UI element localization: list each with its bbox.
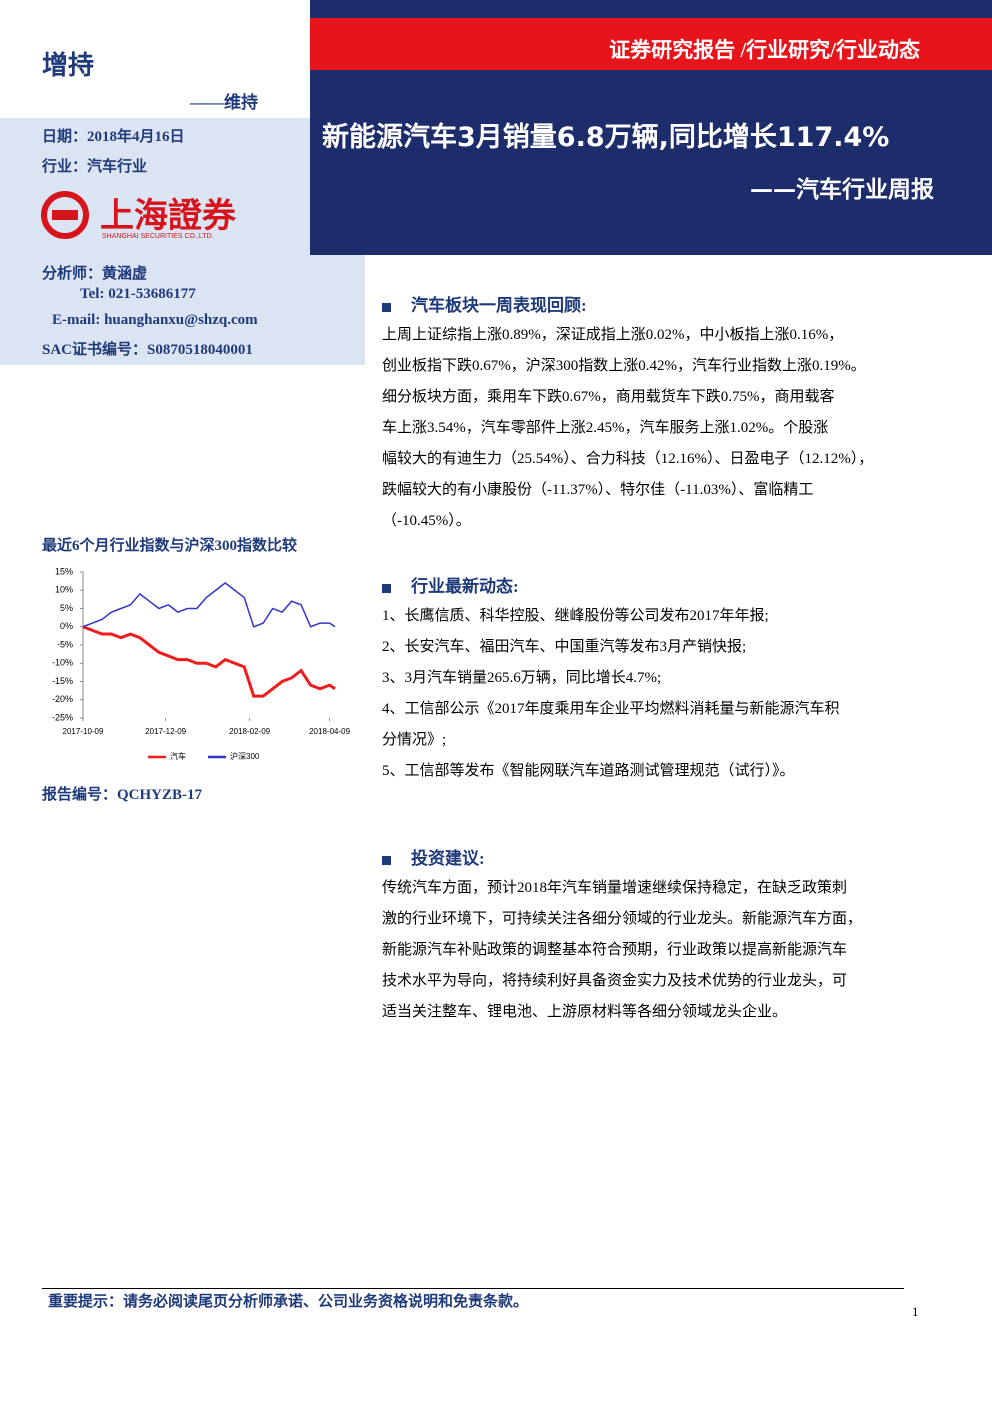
y-tick-label: 10% — [55, 585, 73, 595]
x-tick-label: 2018-04-09 — [309, 727, 350, 736]
x-tick-label: 2017-10-09 — [63, 727, 104, 736]
red-band — [310, 18, 992, 70]
logo-en: SHANGHAI SECURITIES CO.,LTD. — [102, 233, 214, 240]
text-line: 车上涨3.54%，汽车零部件上涨2.45%，汽车服务上涨1.02%。个股涨 — [382, 420, 829, 436]
section: 行业最新动态: 1、长鹰信质、科华控股、继峰股份等公司发布2017年年报; 2、长安… — [382, 572, 840, 787]
analyst-tel: Tel: 021-53686177 — [80, 286, 196, 302]
x-tick-label: 2018-02-09 — [229, 727, 270, 736]
chart: 15% 10% 5% 0% -5% -10% -15% -20% -25% 2017-10-09 2… — [52, 566, 351, 761]
text-line: 3、3月汽车销量265.6万辆，同比增长4.7%; — [382, 670, 662, 686]
text-line: 传统汽车方面，预计2018年汽车销量增速继续保持稳定，在缺乏政策刺 — [382, 880, 848, 896]
series-line — [82, 625, 336, 698]
text-line: 适当关注整车、锂电池、上游原材料等各细分领域龙头企业。 — [382, 1004, 788, 1020]
y-tick-label: 15% — [55, 566, 73, 576]
y-tick-label: -15% — [52, 676, 73, 686]
rating: 增持 — [42, 51, 95, 80]
chart-caption: 最近6个月行业指数与沪深300指数比较 — [42, 538, 298, 554]
title-band — [310, 70, 992, 255]
industry: 行业：汽车行业 — [42, 159, 148, 175]
text-line: 激的行业环境下，可持续关注各细分领域的行业龙头。新能源汽车方面， — [382, 911, 863, 927]
y-tick-label: -20% — [52, 694, 73, 704]
y-tick-label: -10% — [52, 658, 73, 668]
text-line: 幅较大的有迪生力（25.54%）、合力科技（12.16%）、日盈电子（12.12… — [382, 451, 874, 467]
analyst-name: 分析师：黄涵虚 — [42, 266, 148, 282]
text-line: 1、长鹰信质、科华控股、继峰股份等公司发布2017年年报; — [382, 608, 769, 624]
top-band — [310, 0, 992, 18]
y-tick-label: 0% — [60, 621, 73, 631]
report-no: 报告编号：QCHYZB-17 — [42, 787, 203, 803]
y-tick-label: -5% — [57, 639, 73, 649]
footer-rule — [42, 1288, 904, 1289]
text-line: 5、工信部等发布《智能网联汽车道路测试管理规范（试行）》。 — [382, 763, 795, 779]
section-heading: 汽车板块一周表现回顾: — [382, 291, 873, 316]
logo-icon — [41, 191, 89, 239]
analyst-sac: SAC证书编号：S0870518040001 — [42, 342, 253, 358]
text-line: 分情况》; — [382, 732, 447, 748]
text-line: 上周上证综指上涨0.89%，深证成指上涨0.02%，中小板指上涨0.16%， — [382, 327, 844, 343]
text-line: 新能源汽车补贴政策的调整基本符合预期，行业政策以提高新能源汽车 — [382, 942, 848, 958]
text-line: 4、工信部公示《2017年度乘用车企业平均燃料消耗量与新能源汽车积 — [382, 701, 840, 717]
y-tick-label: -25% — [52, 712, 73, 722]
series-line — [82, 582, 336, 628]
y-tick-label: 5% — [60, 603, 73, 613]
date: 日期：2018年4月16日 — [42, 129, 185, 145]
text-line: 技术水平为导向，将持续利好具备资金实力及技术优势的行业龙头，可 — [382, 973, 848, 989]
text-line: 创业板指下跌0.67%，沪深300指数上涨0.42%，汽车行业指数上涨0.19%… — [382, 358, 866, 374]
section-heading: 行业最新动态: — [382, 572, 840, 597]
rating-prev: ——维持 — [190, 93, 258, 112]
report-type: 证券研究报告 /行业研究/行业动态 — [609, 38, 920, 62]
logo-cn: 上海證券 — [100, 198, 236, 235]
page-number: 1 — [912, 1304, 919, 1319]
analyst-email: E-mail: huanghanxu@shzq.com — [52, 312, 258, 328]
section: 投资建议: 传统汽车方面，预计2018年汽车销量增速继续保持稳定，在缺乏政策刺 激的… — [382, 844, 862, 1028]
legend-label: 沪深300 — [230, 751, 260, 761]
legend-label: 汽车 — [170, 751, 186, 761]
text-line: （-10.45%）。 — [382, 513, 471, 529]
section: 汽车板块一周表现回顾: 上周上证综指上涨0.89%，深证成指上涨0.02%，中小板… — [382, 291, 873, 537]
text-line: 细分板块方面，乘用车下跌0.67%，商用载货车下跌0.75%，商用载客 — [382, 389, 835, 405]
text-line: 2、长安汽车、福田汽车、中国重汽等发布3月产销快报; — [382, 639, 747, 655]
subtitle: ——汽车行业周报 — [750, 177, 934, 203]
footer-notice: 重要提示：请务必阅读尾页分析师承诺、公司业务资格说明和免责条款。 — [48, 1294, 529, 1310]
text-line: 跌幅较大的有小康股份（-11.37%）、特尔佳（-11.03%）、富临精工 — [382, 482, 814, 498]
x-tick-label: 2017-12-09 — [145, 727, 186, 736]
section-heading: 投资建议: — [382, 844, 862, 869]
analyst-box — [0, 255, 365, 365]
title: 新能源汽车3月销量6.8万辆,同比增长117.4% — [322, 122, 890, 153]
